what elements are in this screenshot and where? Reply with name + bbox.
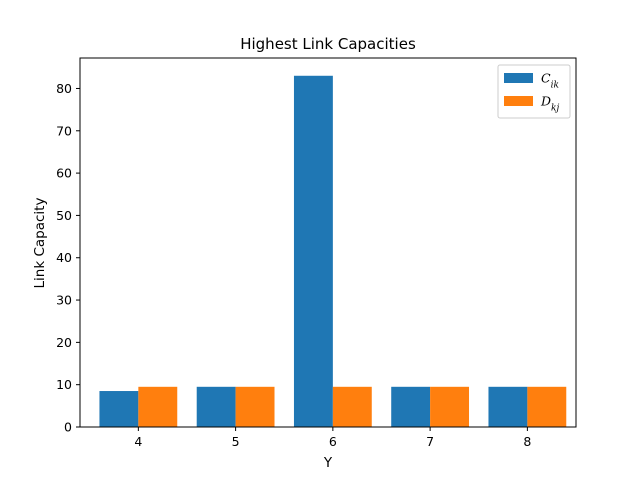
y-tick-label: 60 <box>56 166 72 181</box>
y-tick-label: 80 <box>56 81 72 96</box>
bar-C_ik-4 <box>99 391 139 427</box>
y-axis-label: Link Capacity <box>32 198 48 289</box>
x-tick-label: 6 <box>329 434 337 449</box>
x-tick-label: 7 <box>426 434 434 449</box>
legend-swatch-D_kj <box>504 96 533 106</box>
bar-D_kj-4 <box>138 386 178 427</box>
y-tick-label: 20 <box>56 335 72 350</box>
bar-D_kj-6 <box>332 386 372 427</box>
bar-D_kj-5 <box>235 386 275 427</box>
x-tick-label: 8 <box>523 434 531 449</box>
bar-C_ik-5 <box>196 386 236 427</box>
x-axis-label: Y <box>323 455 333 471</box>
y-tick-label: 40 <box>56 250 72 265</box>
bar-C_ik-6 <box>293 75 333 428</box>
bar-C_ik-8 <box>488 386 528 427</box>
y-tick-label: 70 <box>56 123 72 138</box>
bar-D_kj-7 <box>430 386 470 427</box>
axes-frame <box>79 57 577 428</box>
chart-title: Highest Link Capacities <box>240 35 416 53</box>
y-tick-label: 30 <box>56 293 72 308</box>
plot-area: 0 10 20 30 40 50 60 70 80 4 5 6 7 8 <box>56 57 577 449</box>
bar-C_ik-7 <box>391 386 431 427</box>
legend-swatch-C_ik <box>504 73 533 83</box>
y-tick-label: 0 <box>64 420 72 435</box>
x-tick-label: 4 <box>134 434 142 449</box>
y-tick-label: 10 <box>56 377 72 392</box>
x-tick-label: 5 <box>232 434 240 449</box>
y-tick-label: 50 <box>56 208 72 223</box>
bar-D_kj-8 <box>527 386 567 427</box>
